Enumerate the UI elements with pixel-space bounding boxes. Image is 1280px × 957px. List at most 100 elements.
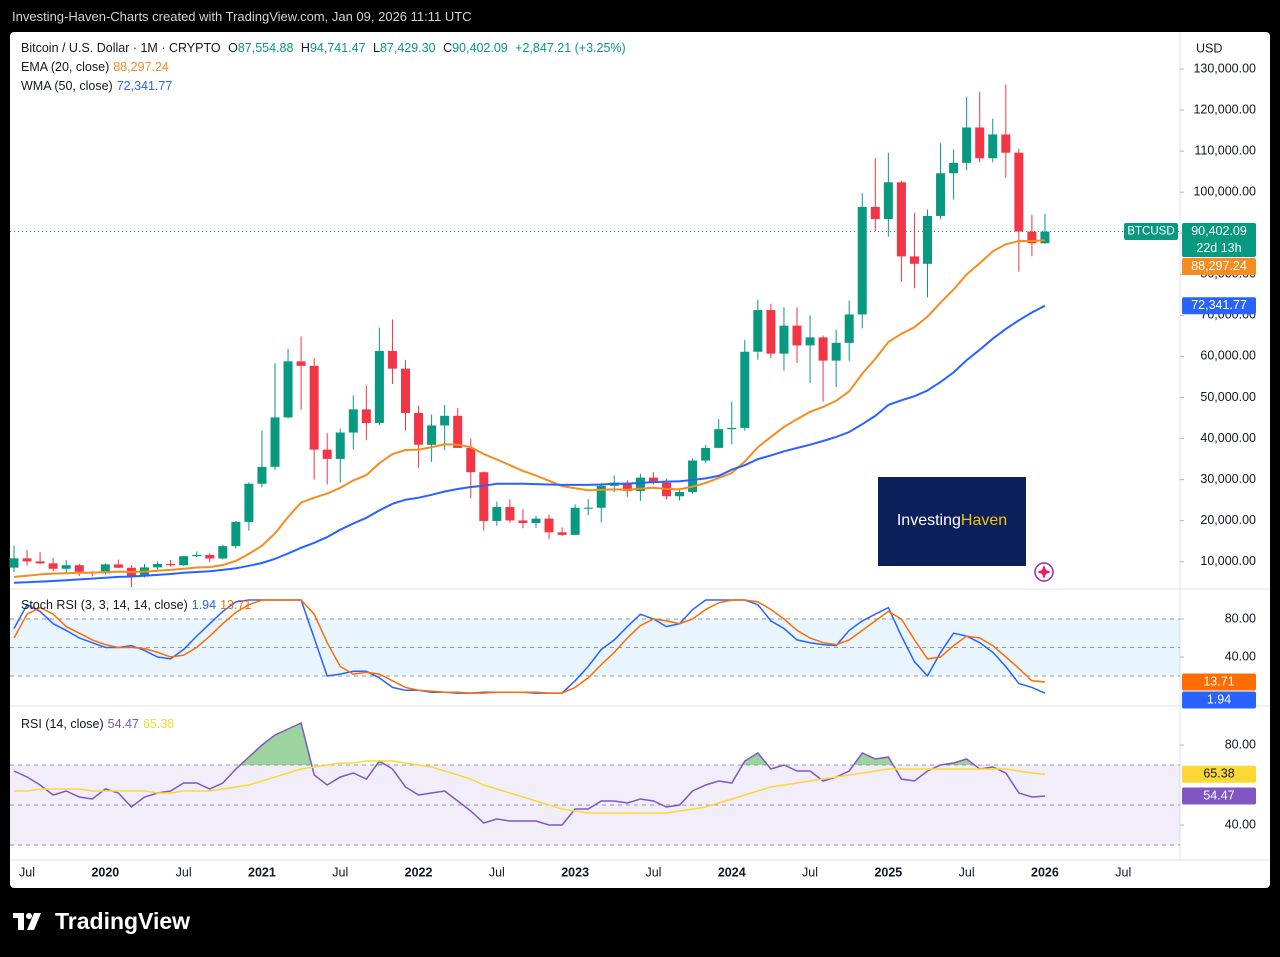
footer-brand: TradingView <box>55 908 190 934</box>
candle-body <box>923 215 932 264</box>
candle-body <box>179 556 189 566</box>
candle-body <box>557 532 567 535</box>
x-tick-label: 2025 <box>874 865 902 879</box>
candle-body <box>583 507 593 509</box>
candle-body <box>688 460 698 493</box>
candle-body <box>401 368 410 413</box>
x-tick-label: 2020 <box>91 865 119 879</box>
ohlc-value: 94,741.47 <box>309 41 366 55</box>
candle-body <box>570 507 580 535</box>
y-tick-label: 80.00 <box>1225 737 1256 751</box>
candle-body <box>622 482 632 492</box>
candle-body <box>909 256 919 264</box>
price-label: 13.71 <box>1203 674 1234 688</box>
ohlc-label: L <box>373 41 380 55</box>
candle-body <box>896 182 906 257</box>
candle-body <box>505 507 515 521</box>
candle-body <box>153 563 163 568</box>
legend-value: 13.71 <box>220 598 252 612</box>
price-label: 22d 13h <box>1196 241 1241 255</box>
candle-body <box>805 337 815 346</box>
logo-part <box>26 913 32 919</box>
candle-body <box>779 325 789 354</box>
chart-background <box>10 32 1270 888</box>
x-tick-label: 2022 <box>405 865 433 879</box>
x-tick-label: 2021 <box>248 865 276 879</box>
symbol-title: Bitcoin / U.S. Dollar · 1M · CRYPTO <box>21 41 221 55</box>
candle-body <box>766 310 776 354</box>
x-tick-label: Jul <box>176 865 192 879</box>
price-label: 72,341.77 <box>1191 298 1247 312</box>
x-tick-label: Jul <box>645 865 661 879</box>
candle-body <box>61 565 71 569</box>
rsi-legend[interactable]: RSI (14, close) 54.47 65.38 <box>21 715 178 734</box>
currency[interactable]: USD <box>1196 41 1222 55</box>
sparkle-star <box>1037 565 1051 579</box>
candle-body <box>414 412 424 445</box>
candle-body <box>975 127 985 159</box>
candle-body <box>361 409 371 423</box>
candle-body <box>48 563 58 569</box>
y-tick-label: 40.00 <box>1225 649 1256 663</box>
y-tick-label: 110,000.00 <box>1194 143 1256 157</box>
candle-body <box>440 415 450 426</box>
candle-body <box>270 417 280 467</box>
y-tick-label: 130,000.00 <box>1193 61 1256 75</box>
overbought-area <box>14 723 1045 765</box>
ohlc-value: 90,402.09 <box>452 41 508 55</box>
legend-name: WMA (50, close) <box>21 79 113 93</box>
legend-name: RSI (14, close) <box>21 717 104 731</box>
sparkle-icon[interactable] <box>1034 562 1054 582</box>
candle-body <box>257 466 267 484</box>
y-tick-label: 100,000.00 <box>1193 184 1256 198</box>
candle-body <box>714 429 724 448</box>
x-tick-label: Jul <box>1115 865 1131 879</box>
candle-body <box>322 449 332 459</box>
y-tick-label: 120,000.00 <box>1193 102 1256 116</box>
watermark-box <box>878 477 1026 566</box>
candle-body <box>296 361 306 366</box>
candle-body <box>936 173 946 216</box>
ohlc-value: 87,429.30 <box>379 41 436 55</box>
x-tick-label: 2026 <box>1031 865 1059 879</box>
watermark-text: InvestingHaven <box>897 512 1007 529</box>
candle-body <box>309 365 319 450</box>
indicator-line <box>13 304 1046 584</box>
candle-body <box>870 206 880 220</box>
indicator-line <box>13 599 1046 694</box>
candle-body <box>844 314 854 343</box>
candle-body <box>166 563 176 566</box>
legend-row[interactable]: WMA (50, close) 72,341.77 <box>21 77 630 96</box>
candle-body <box>753 310 763 352</box>
symbol-label: BTCUSD <box>1127 226 1174 238</box>
logo-part <box>18 913 24 930</box>
price-label-box <box>1182 258 1256 276</box>
footer-logo: TradingView <box>13 908 190 934</box>
candle-body <box>283 361 293 418</box>
candle-body <box>544 518 554 533</box>
legend-row: Bitcoin / U.S. Dollar · 1M · CRYPTO O87,… <box>21 39 630 58</box>
price-label-box <box>1182 223 1256 258</box>
candle-body <box>453 415 463 448</box>
candle-body <box>22 558 32 562</box>
candle-body <box>244 483 254 522</box>
x-tick-label: Jul <box>19 865 35 879</box>
candle-body <box>466 447 476 473</box>
legend-row[interactable]: EMA (20, close) 88,297.24 <box>21 58 630 77</box>
candle-body <box>492 507 502 521</box>
ohlc-field: H94,741.47 <box>301 41 366 55</box>
candle-body <box>792 325 802 346</box>
logo-part <box>27 913 41 930</box>
candle-body <box>831 342 841 361</box>
legend-value: 72,341.77 <box>116 79 173 93</box>
indicator-line <box>13 239 1046 578</box>
stoch-legend[interactable]: Stoch RSI (3, 3, 14, 14, close) 1.94 13.71 <box>21 596 255 615</box>
y-tick-label: 10,000.00 <box>1200 554 1256 568</box>
candle-body <box>231 521 241 547</box>
legend-value: 88,297.24 <box>113 60 169 74</box>
legend-value: 1.94 <box>191 598 217 612</box>
candle-body <box>100 564 110 574</box>
candle-body <box>635 477 645 492</box>
price-label: 65.38 <box>1203 767 1234 781</box>
